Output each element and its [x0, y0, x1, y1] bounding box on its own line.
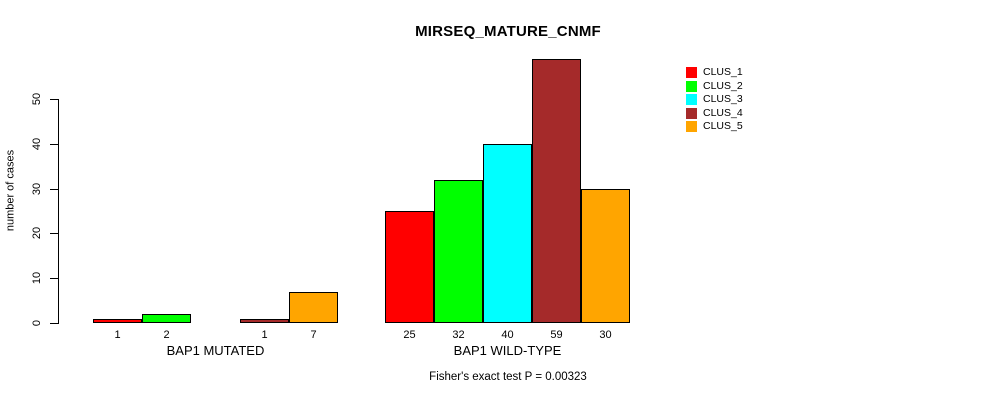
legend-swatch-icon [686, 107, 697, 119]
y-tick-label: 0 [31, 319, 43, 327]
bar-clus_2 [142, 314, 191, 323]
bar-value-label: 40 [501, 329, 514, 341]
y-tick-mark [50, 323, 58, 324]
bar-clus_4 [532, 59, 581, 323]
legend-item: CLUS_2 [686, 80, 743, 94]
chart-title: MIRSEQ_MATURE_CNMF [415, 23, 601, 40]
legend-swatch-icon [686, 67, 697, 79]
bar-clus_2 [434, 180, 483, 323]
y-tick-label: 20 [31, 226, 43, 240]
legend-swatch-icon [686, 94, 697, 106]
bar-clus_4 [240, 319, 289, 323]
legend-item: CLUS_4 [686, 107, 743, 121]
bar-clus_1 [93, 319, 142, 323]
bar-clus_3 [483, 144, 532, 323]
bar-value-label: 32 [452, 329, 465, 341]
bar-value-label: 1 [261, 329, 268, 341]
legend-label: CLUS_3 [703, 93, 743, 106]
legend-item: CLUS_3 [686, 93, 743, 107]
y-tick-label: 30 [31, 182, 43, 196]
legend-label: CLUS_5 [703, 120, 743, 133]
y-tick-mark [50, 189, 58, 190]
legend-swatch-icon [686, 80, 697, 92]
footnote: Fisher's exact test P = 0.00323 [429, 371, 587, 383]
legend-item: CLUS_5 [686, 120, 743, 134]
y-axis-line [58, 99, 59, 324]
y-tick-mark [50, 99, 58, 100]
bar-value-label: 25 [403, 329, 416, 341]
bar-value-label: 30 [599, 329, 612, 341]
y-tick-label: 40 [31, 137, 43, 151]
bar-clus_5 [581, 189, 630, 323]
bar-value-label: 59 [550, 329, 563, 341]
bar-value-label: 2 [163, 329, 170, 341]
legend-swatch-icon [686, 121, 697, 133]
y-tick-label: 50 [31, 92, 43, 106]
y-tick-label: 10 [31, 271, 43, 285]
bar-value-label: 7 [310, 329, 317, 341]
bar-clus_5 [289, 292, 338, 323]
legend-label: CLUS_1 [703, 66, 743, 79]
legend: CLUS_1 CLUS_2 CLUS_3 CLUS_4 CLUS_5 [686, 66, 743, 134]
y-tick-mark [50, 144, 58, 145]
group-label: BAP1 MUTATED [166, 343, 265, 358]
y-axis-label: number of cases [4, 149, 17, 232]
group-label: BAP1 WILD-TYPE [453, 343, 562, 358]
y-tick-mark [50, 233, 58, 234]
bar-value-label: 1 [114, 329, 121, 341]
y-tick-mark [50, 278, 58, 279]
legend-label: CLUS_2 [703, 79, 743, 92]
legend-item: CLUS_1 [686, 66, 743, 80]
legend-label: CLUS_4 [703, 106, 743, 119]
bar-clus_1 [385, 211, 434, 323]
